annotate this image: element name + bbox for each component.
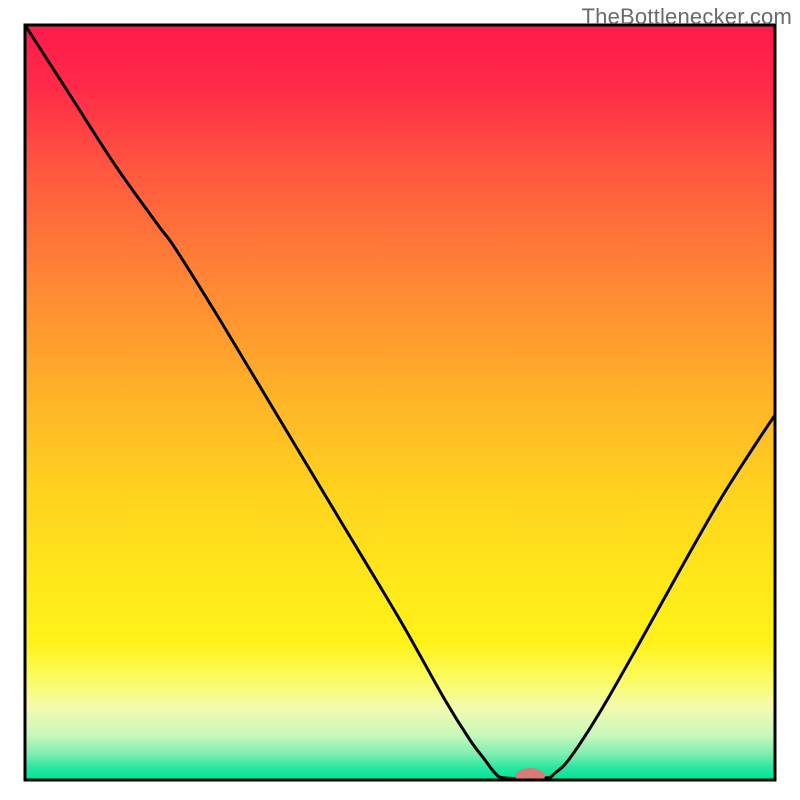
optimum-marker xyxy=(515,768,545,784)
gradient-background xyxy=(25,25,775,780)
bottleneck-curve-chart xyxy=(0,0,800,800)
chart-stage: TheBottlenecker.com xyxy=(0,0,800,800)
watermark-text: TheBottlenecker.com xyxy=(582,4,792,30)
